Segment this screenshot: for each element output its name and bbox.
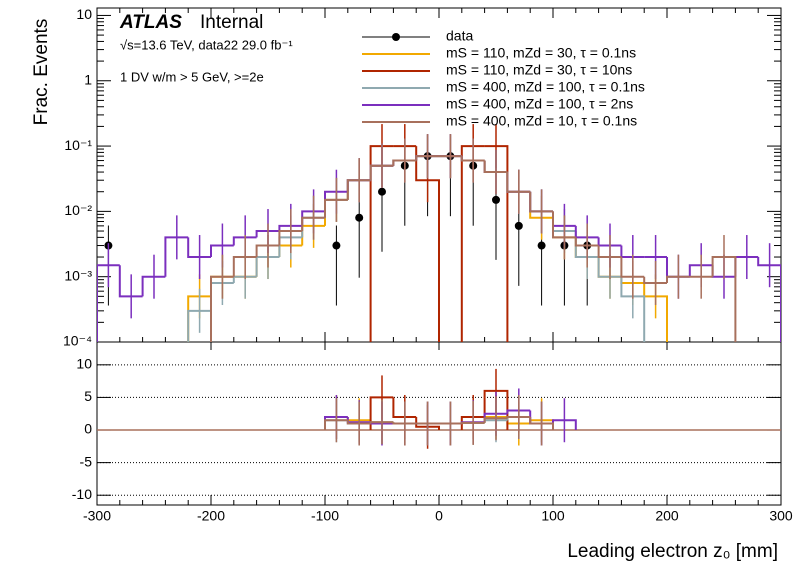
hist-bin	[688, 264, 713, 277]
hist-bin	[301, 216, 325, 232]
hist-bin	[346, 179, 371, 200]
hist-bin	[324, 419, 348, 431]
hist-bin	[324, 198, 348, 218]
x-tick-label: 0	[435, 508, 443, 524]
data-point	[537, 241, 546, 250]
hist-bin	[392, 422, 417, 425]
hist-bin	[620, 257, 645, 278]
x-tick-label: -300	[83, 508, 111, 524]
x-tick-label: -100	[311, 508, 339, 524]
hist-bin	[369, 396, 394, 431]
hist-bin	[484, 145, 509, 342]
ratio-y-tick-label: 0	[84, 421, 92, 437]
legend-label: mS = 400, mZd = 10, τ = 0.1ns	[446, 113, 637, 129]
hist-bin	[164, 236, 189, 277]
data-point	[492, 195, 500, 204]
legend-label: mS = 400, mZd = 100, τ = 2ns	[446, 96, 633, 112]
hist-bin	[506, 415, 531, 419]
hist-bin	[278, 230, 303, 246]
hist-bin	[483, 160, 508, 174]
data-point	[332, 241, 341, 250]
legend-label: mS = 110, mZd = 30, τ = 0.1ns	[446, 45, 636, 61]
hist-bin	[666, 275, 690, 284]
x-tick-label: 300	[769, 508, 793, 524]
atlas-suffix: Internal	[200, 12, 263, 33]
hist-bin	[552, 211, 576, 239]
legend-label: data	[446, 28, 473, 44]
hist-bin	[118, 265, 143, 298]
hist-bin	[597, 245, 622, 259]
hist-bin	[97, 264, 120, 342]
hist-bin	[141, 275, 166, 297]
y-tick-label: 1	[84, 71, 92, 87]
legend-label: mS = 110, mZd = 30, τ = 10ns	[446, 62, 632, 78]
hist-bin	[643, 276, 667, 285]
hist-bin	[369, 145, 394, 342]
hist-bin	[210, 275, 234, 342]
y-tick-label: 10⁻⁴	[63, 333, 92, 349]
hist-bin	[392, 159, 417, 166]
hist-bin	[392, 397, 417, 418]
x-tick-label: 100	[541, 508, 565, 524]
atlas-label: ATLAS	[119, 12, 182, 33]
x-tick-label: 200	[655, 508, 679, 524]
ratio-y-tick-label: 10	[76, 356, 92, 372]
hist-bin	[278, 224, 303, 232]
data-point	[378, 187, 386, 196]
hist-bin	[529, 191, 553, 213]
hist-bin	[255, 244, 280, 258]
hist-bin	[460, 156, 485, 162]
ratio-y-tick-label: -10	[72, 486, 92, 502]
hist-bin	[187, 295, 211, 342]
hist-bin	[369, 421, 394, 424]
hist-bin	[369, 164, 394, 181]
data-point	[514, 221, 523, 230]
hist-bin	[187, 309, 211, 342]
hist-bin	[597, 257, 622, 278]
hist-bin	[346, 420, 371, 425]
legend-label: mS = 400, mZd = 100, τ = 0.1ns	[446, 79, 645, 95]
ratio-y-tick-label: 5	[84, 388, 92, 404]
y-axis-label: Frac. Events	[31, 19, 52, 126]
hist-bin	[232, 256, 257, 277]
hist-bin	[232, 236, 257, 246]
x-axis-label: Leading electron z₀ [mm]	[567, 541, 778, 562]
x-tick-label: -200	[197, 508, 225, 524]
top-plot	[97, 124, 781, 342]
hist-bin	[483, 417, 508, 423]
subtitle: √s=13.6 TeV, data22 29.0 fb⁻¹	[120, 37, 293, 52]
y-tick-label: 10⁻²	[64, 202, 92, 218]
ratio-plot	[97, 368, 781, 449]
y-tick-label: 10⁻³	[64, 267, 92, 283]
annotation: 1 DV w/m > 5 GeV, >=2e	[120, 69, 264, 84]
hist-bin	[574, 237, 599, 247]
hist-bin	[460, 145, 485, 342]
hist-bin	[506, 409, 531, 414]
ratio-y-tick-label: -5	[80, 453, 93, 469]
legend-swatch	[392, 33, 400, 41]
hist-bin	[460, 421, 485, 424]
hist-bin	[255, 230, 280, 238]
hist-bin	[460, 415, 485, 431]
y-tick-label: 10⁻¹	[64, 137, 92, 153]
hist-bin	[187, 237, 211, 259]
hist-bin	[415, 155, 439, 161]
y-tick-label: 10	[76, 6, 92, 22]
hist-bin	[210, 244, 234, 258]
hist-bin	[506, 172, 531, 193]
data-point	[355, 213, 364, 222]
